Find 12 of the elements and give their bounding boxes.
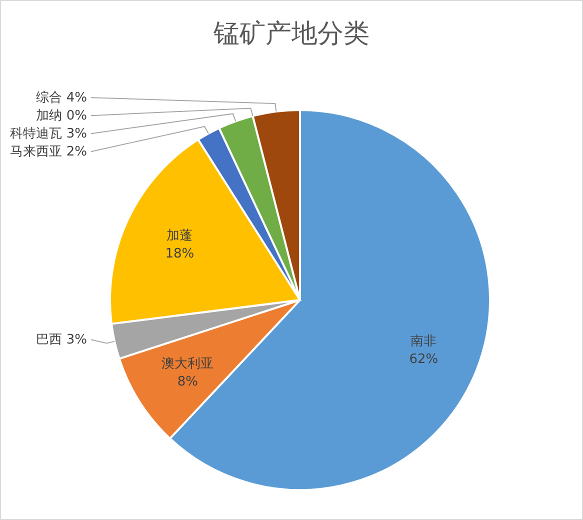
data-label: 8% [177,374,198,390]
slice-label: 澳大利亚 [162,356,214,372]
data-label: 62% [409,352,438,367]
slice-label: 巴西 3% [36,332,87,348]
data-label: 18% [165,246,194,262]
slice-label: 南非 [410,334,437,349]
slice-label: 综合 4% [36,90,87,106]
category-label: 加纳 0% [36,108,87,124]
slice-label: 科特迪瓦 3% [10,126,87,142]
slice-label: 马来西亚 2% [10,144,87,160]
chart-title: 锰矿产地分类 [212,19,370,49]
slice-label: 加蓬 [166,228,193,244]
